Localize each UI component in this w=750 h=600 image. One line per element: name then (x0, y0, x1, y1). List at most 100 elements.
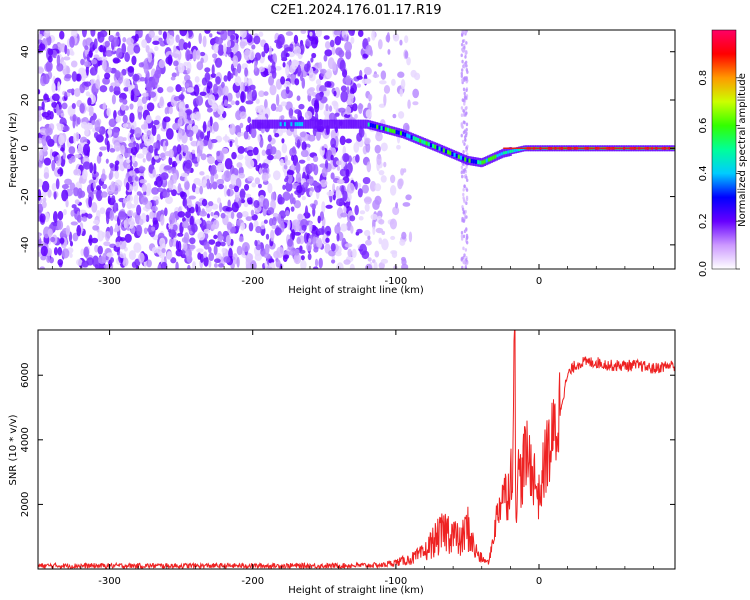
heatmap-band-cell (466, 70, 469, 74)
heatmap-speckle (126, 37, 134, 46)
heatmap-ridge-halo (299, 119, 303, 129)
heatmap-band-cell (465, 236, 468, 241)
heatmap-speckle (57, 259, 64, 266)
heatmap-ridge-halo (514, 147, 517, 154)
heatmap-ridge-cell (466, 158, 469, 163)
heatmap-speckle (168, 229, 177, 239)
heatmap-speckle (268, 218, 274, 227)
heatmap-speckle (304, 205, 309, 218)
heatmap-speckle (153, 155, 159, 160)
heatmap-speckle (214, 57, 223, 68)
heatmap-speckle (285, 181, 293, 192)
heatmap-speckle (119, 253, 126, 259)
heatmap-speckle (324, 49, 333, 57)
heatmap-speckle (237, 145, 245, 154)
heatmap-speckle (153, 142, 159, 149)
heatmap-speckle (49, 110, 54, 120)
heatmap-band-cell (464, 52, 467, 56)
heatmap-ridge-cell (404, 132, 407, 137)
heatmap-speckle (119, 97, 124, 103)
heatmap-ridge-cell (421, 139, 424, 144)
heatmap-speckle (159, 237, 166, 248)
heatmap-speckle (258, 90, 265, 98)
heatmap-ridge-cell (393, 129, 396, 134)
heatmap-speckle (236, 245, 243, 256)
heatmap-ridge-cell (520, 147, 523, 151)
heatmap-speckle (204, 30, 211, 34)
heatmap-speckle (321, 201, 326, 214)
heatmap-speckle (163, 207, 168, 217)
heatmap-speckle (199, 171, 205, 176)
heatmap-speckle (150, 79, 156, 89)
heatmap-speckle (296, 185, 303, 194)
heatmap-speckle (397, 111, 405, 119)
heatmap-ridge-halo (349, 119, 353, 129)
heatmap-band-cell (460, 42, 464, 47)
heatmap-speckle (392, 33, 400, 42)
heatmap-speckle (325, 237, 330, 243)
heatmap-speckle (136, 224, 143, 237)
heatmap-speckle (268, 75, 275, 86)
heatmap-speckle (246, 158, 255, 169)
heatmap-ridge-halo (322, 119, 325, 129)
heatmap-speckle (52, 211, 58, 223)
heatmap-band-cell (464, 137, 467, 142)
x-tick-label: -300 (98, 576, 121, 587)
heatmap-speckle (190, 140, 198, 147)
heatmap-speckle (182, 144, 189, 154)
heatmap-ridge-halo (263, 119, 267, 129)
heatmap-speckle (254, 239, 258, 247)
heatmap-speckle (283, 254, 290, 260)
heatmap-speckle (378, 237, 383, 245)
heatmap-speckle (140, 196, 149, 205)
heatmap-band-cell (461, 30, 464, 34)
heatmap-band-cell (465, 227, 468, 231)
heatmap-speckle (80, 248, 85, 257)
heatmap-speckle (62, 125, 70, 132)
heatmap-speckle (117, 184, 121, 192)
heatmap-speckle (245, 263, 251, 269)
heatmap-speckle (146, 114, 152, 123)
heatmap-speckle (173, 60, 179, 67)
heatmap-speckle (212, 214, 219, 219)
heatmap-ridge-halo (258, 119, 261, 129)
heatmap-speckle (168, 238, 174, 248)
heatmap-speckle (314, 258, 319, 267)
heatmap-speckle (79, 209, 87, 214)
heatmap-speckle (155, 199, 159, 205)
heatmap-speckle (166, 251, 173, 260)
heatmap-speckle (155, 115, 161, 122)
heatmap-speckle (165, 141, 169, 147)
heatmap-speckle (293, 253, 302, 265)
heatmap-speckle (261, 149, 267, 156)
heatmap-band-cell (465, 146, 468, 150)
heatmap-speckle (351, 30, 355, 36)
heatmap-band-cell (462, 192, 465, 197)
heatmap-ridge-cell (468, 158, 471, 163)
y-tick-label: 4000 (20, 427, 31, 452)
heatmap-ridge-cell (369, 123, 372, 128)
heatmap-speckle (126, 158, 131, 164)
heatmap-speckle (405, 194, 412, 201)
heatmap-speckle (61, 102, 68, 110)
heatmap-speckle (57, 81, 61, 93)
heatmap-speckle (261, 172, 269, 182)
heatmap-ridge-halo (325, 119, 328, 129)
heatmap-ridge-halo (354, 119, 358, 129)
heatmap-speckle (101, 59, 107, 71)
heatmap-speckle (230, 173, 236, 186)
heatmap-band-cell (464, 55, 467, 59)
heatmap-speckle (235, 110, 243, 121)
heatmap-speckle (234, 136, 238, 147)
heatmap-speckle (119, 164, 125, 171)
heatmap-speckle (92, 112, 97, 121)
heatmap-speckle (115, 241, 121, 248)
heatmap-speckle (212, 53, 218, 59)
heatmap-speckle (239, 41, 248, 47)
heatmap-speckle (319, 68, 327, 74)
colorbar-label: Normalized spectral amplitude (737, 73, 748, 227)
heatmap-speckle (38, 89, 41, 95)
heatmap-speckle (56, 122, 61, 127)
heatmap-ridge-halo (411, 133, 414, 143)
heatmap-speckle (252, 146, 259, 156)
